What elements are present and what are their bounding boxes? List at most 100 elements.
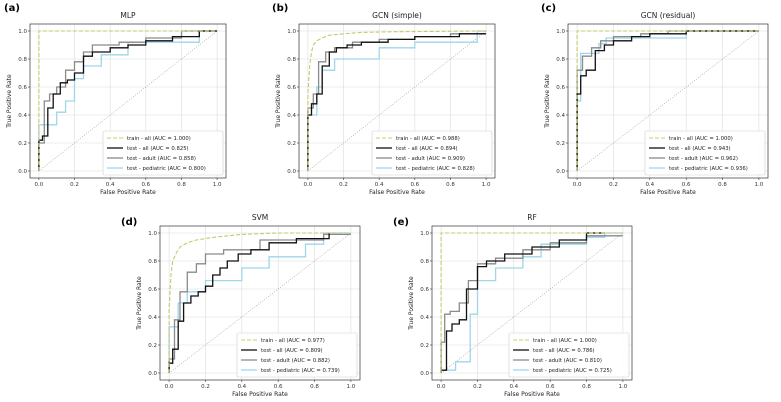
roc-curve-train-all: [440, 232, 623, 373]
x-tick-label: 0.8: [177, 182, 186, 188]
x-tick-label: 0.0: [304, 182, 313, 188]
x-tick-label: 0.2: [339, 182, 348, 188]
x-tick-label: 1.0: [213, 182, 222, 188]
legend-label: test - pediatric (AUC = 0.739): [261, 368, 340, 374]
legend-label: test - pediatric (AUC = 0.725): [533, 368, 612, 374]
x-tick-label: 0.6: [410, 182, 419, 188]
y-tick-label: 1.0: [420, 231, 429, 237]
roc-curve-test-all: [576, 30, 759, 171]
x-tick-label: 0.0: [35, 182, 44, 188]
panel-label: (d): [121, 217, 137, 228]
y-tick-label: 0.0: [287, 169, 296, 175]
y-tick-label: 0.0: [420, 371, 429, 377]
roc-curve-test-all: [168, 233, 330, 373]
x-tick-label: 0.4: [106, 182, 115, 188]
legend-label: train - all (AUC = 1.000): [669, 136, 733, 142]
y-tick-label: 0.2: [420, 343, 429, 349]
y-axis-label: True Positive Rate: [6, 74, 13, 129]
x-tick-label: 0.4: [375, 182, 384, 188]
y-tick-label: 0.8: [420, 259, 429, 265]
x-tick-label: 1.0: [755, 182, 764, 188]
y-tick-label: 0.4: [556, 113, 565, 119]
chance-diagonal: [576, 30, 760, 172]
legend: train - all (AUC = 1.000) test - all (AUC…: [644, 130, 766, 176]
x-tick-label: 0.0: [437, 384, 446, 390]
panel-label: (a): [4, 3, 20, 14]
roc-curve-train-all: [38, 30, 218, 171]
legend: train - all (AUC = 0.977) test - all (AUC…: [236, 332, 358, 378]
x-tick-label: 1.0: [347, 384, 356, 390]
y-tick-label: 0.0: [148, 371, 157, 377]
y-tick-label: 0.8: [556, 57, 565, 63]
legend-label: test - pediatric (AUC = 0.828): [396, 166, 475, 172]
legend-label: test - all (AUC = 0.786): [533, 348, 595, 354]
x-tick-label: 0.6: [141, 182, 150, 188]
y-tick-label: 0.0: [18, 169, 27, 175]
chart-title: GCN (simple): [372, 11, 422, 20]
axes-frame: [431, 225, 633, 381]
y-axis-label: True Positive Rate: [544, 74, 551, 129]
y-tick-label: 0.6: [18, 85, 27, 91]
panel-label: (c): [541, 3, 556, 14]
legend-label: test - all (AUC = 0.809): [261, 348, 323, 354]
roc-curve-train-all: [576, 30, 759, 171]
roc-curve-test-pediatric: [168, 232, 351, 373]
y-tick-label: 0.2: [287, 141, 296, 147]
y-tick-label: 0.2: [556, 141, 565, 147]
roc-curve-test-all: [440, 232, 605, 373]
legend-label: train - all (AUC = 0.977): [261, 338, 325, 344]
y-axis-label: True Positive Rate: [275, 74, 282, 129]
x-tick-label: 0.8: [718, 182, 727, 188]
roc-curve-test-all: [307, 33, 487, 171]
y-tick-label: 0.6: [556, 85, 565, 91]
x-axis-label: False Positive Rate: [504, 391, 560, 398]
legend-label: train - all (AUC = 0.988): [396, 136, 460, 142]
x-tick-label: 0.8: [446, 182, 455, 188]
x-tick-label: 0.0: [165, 384, 174, 390]
legend: train - all (AUC = 0.988) test - all (AUC…: [371, 130, 493, 176]
y-axis-label: True Positive Rate: [408, 276, 415, 331]
legend-label: test - adult (AUC = 0.810): [533, 358, 602, 364]
panel-label: (e): [393, 217, 409, 228]
y-tick-label: 0.8: [287, 57, 296, 63]
chart-title: GCN (residual): [641, 11, 696, 20]
y-tick-label: 0.4: [18, 113, 27, 119]
roc-curve-train-all: [307, 30, 487, 171]
chance-diagonal: [440, 232, 624, 374]
roc-curve-test-pediatric: [576, 30, 759, 171]
x-tick-label: 0.2: [609, 182, 618, 188]
chart-title: MLP: [120, 11, 136, 20]
x-tick-label: 0.8: [582, 384, 591, 390]
x-tick-label: 0.8: [310, 384, 319, 390]
legend-label: test - adult (AUC = 0.962): [669, 156, 738, 162]
y-tick-label: 1.0: [287, 29, 296, 35]
x-axis-label: False Positive Rate: [369, 189, 425, 196]
y-tick-label: 0.0: [556, 169, 565, 175]
legend-box: [102, 130, 224, 176]
y-tick-label: 0.2: [148, 343, 157, 349]
chance-diagonal: [168, 232, 352, 374]
legend-label: train - all (AUC = 1.000): [533, 338, 597, 344]
y-tick-label: 0.4: [287, 113, 296, 119]
legend-label: train - all (AUC = 1.000): [127, 136, 191, 142]
y-tick-label: 0.4: [420, 315, 429, 321]
x-tick-label: 0.4: [509, 384, 518, 390]
y-tick-label: 0.6: [148, 287, 157, 293]
x-tick-label: 0.6: [274, 384, 283, 390]
legend-box: [508, 332, 630, 378]
axes-frame: [29, 23, 227, 179]
x-tick-label: 0.2: [473, 384, 482, 390]
x-tick-label: 1.0: [619, 384, 628, 390]
legend-label: test - pediatric (AUC = 0.936): [669, 166, 748, 172]
x-tick-label: 1.0: [482, 182, 491, 188]
roc-curve-test-all: [38, 30, 218, 171]
roc-curve-train-all: [168, 232, 351, 373]
panel-a: (a) MLP 0.0 0.2 0.4 0.6 0.8 1.0 0.0 0.2 0.4 0.6 0.8 1…: [4, 3, 227, 196]
y-tick-label: 0.4: [148, 315, 157, 321]
panel-label: (b): [272, 3, 288, 14]
roc-curve-test-adult: [168, 233, 351, 373]
legend-label: test - adult (AUC = 0.858): [127, 156, 196, 162]
legend-label: test - adult (AUC = 0.909): [396, 156, 465, 162]
y-tick-label: 1.0: [148, 231, 157, 237]
legend-label: test - all (AUC = 0.943): [669, 146, 731, 152]
